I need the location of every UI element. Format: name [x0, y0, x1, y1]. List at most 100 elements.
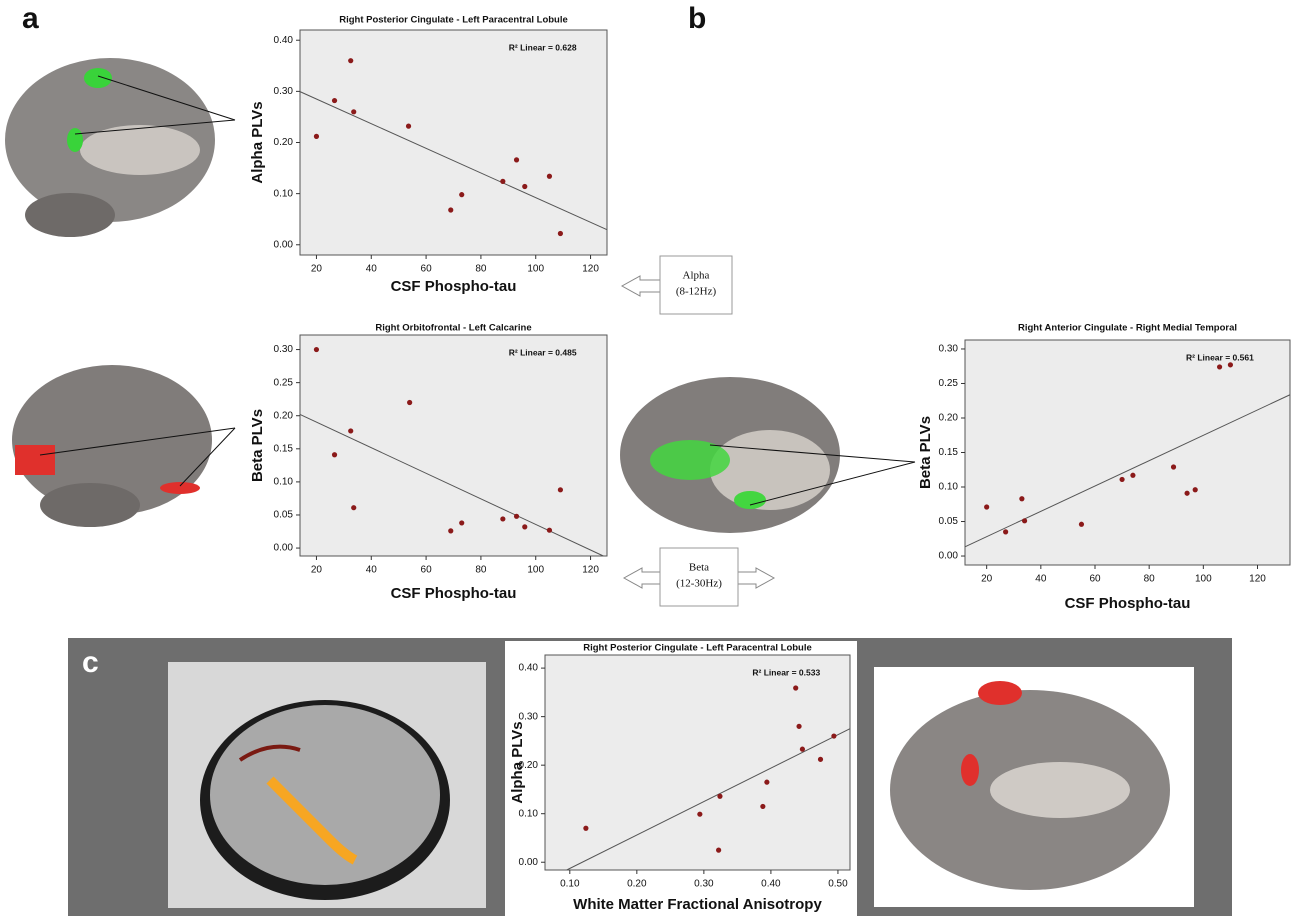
data-point: [546, 527, 553, 533]
x-tick-label: 40: [366, 565, 378, 576]
x-tick-label: 0.30: [694, 879, 714, 890]
plot-area: [299, 29, 608, 256]
annotation: R² Linear = 0.628: [509, 42, 577, 52]
data-point: [557, 487, 564, 493]
x-tick-label: 40: [1035, 574, 1047, 585]
data-point: [313, 133, 320, 139]
x-tick-label: 60: [1089, 574, 1101, 585]
brain-a-bottom: [12, 365, 236, 527]
x-tick-label: 80: [1144, 574, 1156, 585]
data-point: [513, 157, 520, 163]
data-point: [459, 192, 465, 198]
fit-line: [299, 91, 608, 231]
x-axis-label: CSF Phospho-tau: [1065, 595, 1191, 612]
data-point: [1119, 476, 1125, 483]
y-tick-label: 0.10: [274, 477, 294, 488]
fit-line: [566, 728, 851, 871]
y-tick-label: 0.30: [939, 344, 959, 355]
chart-title: Right Anterior Cingulate - Right Medial …: [1018, 323, 1237, 334]
brain-a-top: [5, 58, 236, 237]
data-point: [407, 399, 413, 406]
y-tick-label: 0.00: [274, 543, 294, 554]
y-axis-label: Beta PLVs: [249, 409, 266, 482]
data-point: [716, 847, 722, 853]
plot-area: [964, 339, 1291, 566]
y-tick-label: 0.20: [274, 137, 294, 148]
y-tick-label: 0.00: [519, 857, 539, 868]
data-point: [351, 109, 357, 115]
y-tick-label: 0.15: [939, 447, 959, 458]
y-tick-label: 0.30: [274, 86, 294, 97]
data-point: [1227, 362, 1234, 368]
y-tick-label: 0.20: [274, 410, 294, 421]
plot-area: [299, 334, 608, 557]
data-point: [331, 452, 338, 458]
x-axis-label: White Matter Fractional Anisotropy: [573, 896, 822, 913]
data-point: [793, 685, 799, 691]
data-point: [831, 733, 837, 739]
data-point: [513, 513, 520, 519]
data-point: [760, 803, 766, 810]
data-point: [717, 793, 723, 799]
y-tick-label: 0.30: [274, 344, 294, 355]
data-point: [1003, 529, 1009, 535]
y-tick-label: 0.05: [939, 516, 959, 527]
data-point: [583, 825, 589, 831]
data-point: [348, 58, 354, 64]
x-tick-label: 60: [421, 264, 433, 275]
x-tick-label: 0.50: [828, 879, 848, 890]
data-point: [799, 746, 806, 752]
y-tick-label: 0.25: [939, 378, 959, 389]
data-point: [557, 230, 564, 237]
beta-box: [622, 547, 776, 607]
alpha-box: [620, 255, 733, 315]
chart-title: Right Posterior Cingulate - Left Paracen…: [583, 643, 812, 654]
data-point: [796, 723, 802, 729]
data-point: [817, 756, 824, 762]
data-point: [313, 346, 320, 353]
x-tick-label: 40: [366, 264, 378, 275]
y-tick-label: 0.40: [274, 35, 294, 46]
data-point: [448, 207, 454, 213]
y-tick-label: 0.10: [939, 482, 959, 493]
panel-label: c: [82, 646, 99, 679]
chart-title: Right Orbitofrontal - Left Calcarine: [375, 323, 531, 334]
data-point: [1184, 490, 1190, 496]
panel-label: b: [688, 2, 706, 35]
x-tick-label: 20: [311, 264, 323, 275]
data-point: [1130, 472, 1136, 478]
band-range: (12-30Hz): [676, 578, 722, 590]
y-tick-label: 0.05: [274, 510, 294, 521]
band-name: Beta: [689, 562, 709, 574]
brain-c: [890, 681, 1170, 890]
data-point: [1170, 464, 1177, 470]
data-point: [522, 524, 528, 530]
data-point: [1078, 521, 1085, 527]
mri-slice: [200, 700, 450, 900]
data-point: [348, 428, 354, 434]
data-point: [984, 504, 990, 510]
x-tick-label: 20: [981, 574, 993, 585]
panel-label: a: [22, 2, 39, 35]
y-tick-label: 0.10: [519, 808, 539, 819]
annotation: R² Linear = 0.533: [752, 667, 820, 677]
y-tick-label: 0.40: [519, 663, 539, 674]
chart-title: Right Posterior Cingulate - Left Paracen…: [339, 15, 568, 26]
data-point: [500, 516, 506, 522]
x-tick-label: 120: [582, 264, 599, 275]
fit-line: [299, 414, 604, 557]
x-tick-label: 100: [1195, 574, 1212, 585]
x-tick-label: 0.40: [761, 879, 781, 890]
annotation: R² Linear = 0.561: [1186, 352, 1254, 362]
y-tick-label: 0.30: [519, 711, 539, 722]
y-tick-label: 0.20: [939, 413, 959, 424]
x-axis-label: CSF Phospho-tau: [391, 278, 517, 295]
band-range: (8-12Hz): [676, 286, 717, 298]
plot-area: [544, 654, 851, 871]
x-tick-label: 20: [311, 565, 323, 576]
data-point: [522, 183, 528, 190]
x-axis-label: CSF Phospho-tau: [391, 585, 517, 602]
data-point: [764, 779, 770, 785]
y-tick-label: 0.25: [274, 377, 294, 388]
